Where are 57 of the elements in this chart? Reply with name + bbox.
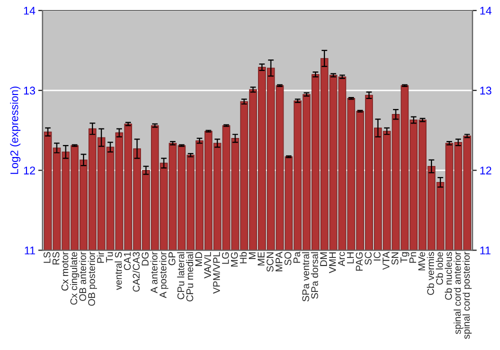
x-tick-label: LH — [347, 252, 354, 264]
x-tick-label: MD — [195, 252, 202, 266]
x-tick-label: LG — [222, 252, 229, 264]
x-tick-label: OB anterior — [79, 252, 86, 301]
x-tick-label: Pn — [409, 252, 416, 263]
y-tick-label: 12 — [24, 166, 35, 174]
x-tick-label: Cb lobe — [436, 252, 443, 285]
x-tick-label: VMH — [329, 252, 336, 274]
x-tick-label: Tu — [106, 252, 113, 262]
x-tick-label: VA/VL — [204, 252, 212, 278]
x-tick-label: OB posterior — [88, 252, 97, 306]
x-tick-label: CPu medial — [186, 252, 194, 302]
y-tick-label: 14 — [24, 6, 36, 15]
x-tick-label: SPa dorsal — [310, 252, 318, 299]
x-tick-label: SPa ventral — [302, 252, 310, 302]
y-tick-label: 13 — [24, 86, 36, 95]
x-tick-label: VTA — [382, 252, 390, 270]
y2-tick-label: 12 — [480, 166, 492, 174]
x-tick-label: ME — [258, 252, 264, 266]
x-tick-label: GP — [168, 252, 176, 266]
x-tick-label: spinal cord anterior — [454, 252, 463, 334]
y2-tick-label: 13 — [480, 86, 492, 95]
x-tick-label: A anterior — [150, 252, 158, 294]
x-tick-label: Cx motor — [61, 252, 68, 291]
x-tick-label: CA2/CA3 — [132, 252, 140, 292]
x-tick-label: MPA — [276, 252, 282, 272]
x-tick-label: VPM/VPL — [212, 252, 220, 294]
y2-tick-label: 11 — [480, 246, 490, 254]
x-tick-label: MVe — [418, 252, 426, 270]
y-axis-title: Log2 (expression) — [10, 86, 20, 174]
x-tick-label: PAG — [356, 252, 363, 271]
x-tick-label: MG — [230, 252, 238, 266]
x-tick-label: M — [248, 252, 256, 259]
x-tick-label: Cx cingulate — [70, 252, 80, 305]
x-tick-label: IC — [374, 252, 381, 260]
x-tick-label: Tg — [400, 252, 410, 263]
x-tick-label: Cb nucleus — [444, 252, 452, 300]
x-tick-label: ventral S — [114, 252, 122, 290]
x-tick-label: RS — [52, 252, 60, 264]
y-tick-label: 11 — [24, 246, 36, 254]
x-tick-label: CPu lateral — [177, 252, 184, 300]
x-tick-label: DG — [142, 252, 149, 266]
x-tick-label: Pa — [293, 252, 300, 263]
x-tick-label: SCN — [266, 252, 274, 272]
x-tick-label: SN — [392, 252, 398, 265]
x-tick-label: DM — [320, 252, 327, 266]
x-tick-label: CA1 — [124, 252, 131, 270]
x-tick-label: LS — [44, 252, 50, 263]
y2-tick-label: 14 — [480, 6, 492, 15]
x-tick-label: SC — [364, 252, 372, 265]
x-tick-label: Hb — [240, 252, 247, 264]
x-tick-label: Cb vermis — [426, 252, 434, 295]
x-tick-label: Pir — [96, 252, 104, 263]
x-tick-label: spinal cord posterior — [462, 252, 472, 339]
x-tick-label: SO — [284, 252, 292, 266]
x-tick-label: A posterior — [159, 252, 168, 298]
x-tick-label: Arc — [338, 252, 345, 266]
